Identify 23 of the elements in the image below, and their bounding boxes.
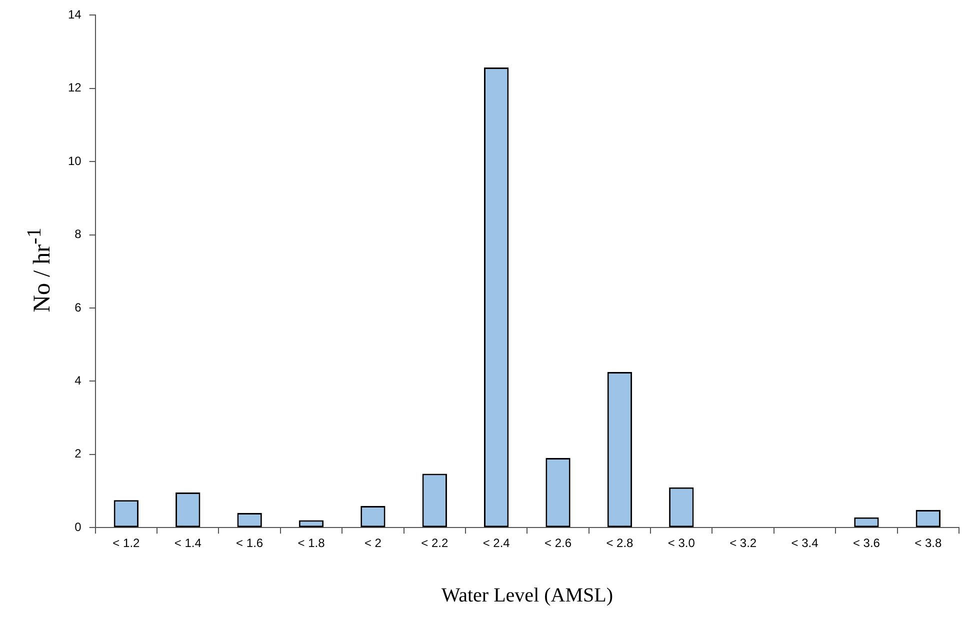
x-tick-label: < 1.4 xyxy=(174,536,202,550)
x-tick-label: < 3.8 xyxy=(914,536,942,550)
y-tick-label: 12 xyxy=(68,80,82,95)
y-tick-label: 6 xyxy=(74,300,82,314)
y-tick-label: 14 xyxy=(68,8,82,22)
y-tick-label: 10 xyxy=(68,154,82,168)
x-tick-label: < 3.6 xyxy=(852,536,880,550)
x-axis-title: Water Level (AMSL) xyxy=(441,584,614,606)
x-tick-label: < 1.2 xyxy=(112,536,140,550)
x-tick-label: < 2.6 xyxy=(544,536,572,550)
x-tick-label: < 3.0 xyxy=(668,536,696,550)
x-tick-label: < 2 xyxy=(364,536,382,550)
x-tick-label: < 1.6 xyxy=(236,536,264,550)
y-tick-label: 0 xyxy=(74,520,82,534)
x-tick-label: < 3.4 xyxy=(791,536,819,550)
x-tick-label: < 3.2 xyxy=(730,536,757,550)
y-tick-label: 2 xyxy=(74,446,82,461)
x-tick-label: < 1.8 xyxy=(298,536,326,550)
x-tick-label: < 2.2 xyxy=(421,536,448,550)
y-tick-label: 4 xyxy=(74,374,82,388)
x-tick-label: < 2.4 xyxy=(482,536,510,550)
x-tick-label: < 2.8 xyxy=(606,536,634,550)
y-tick-label: 8 xyxy=(74,227,82,242)
